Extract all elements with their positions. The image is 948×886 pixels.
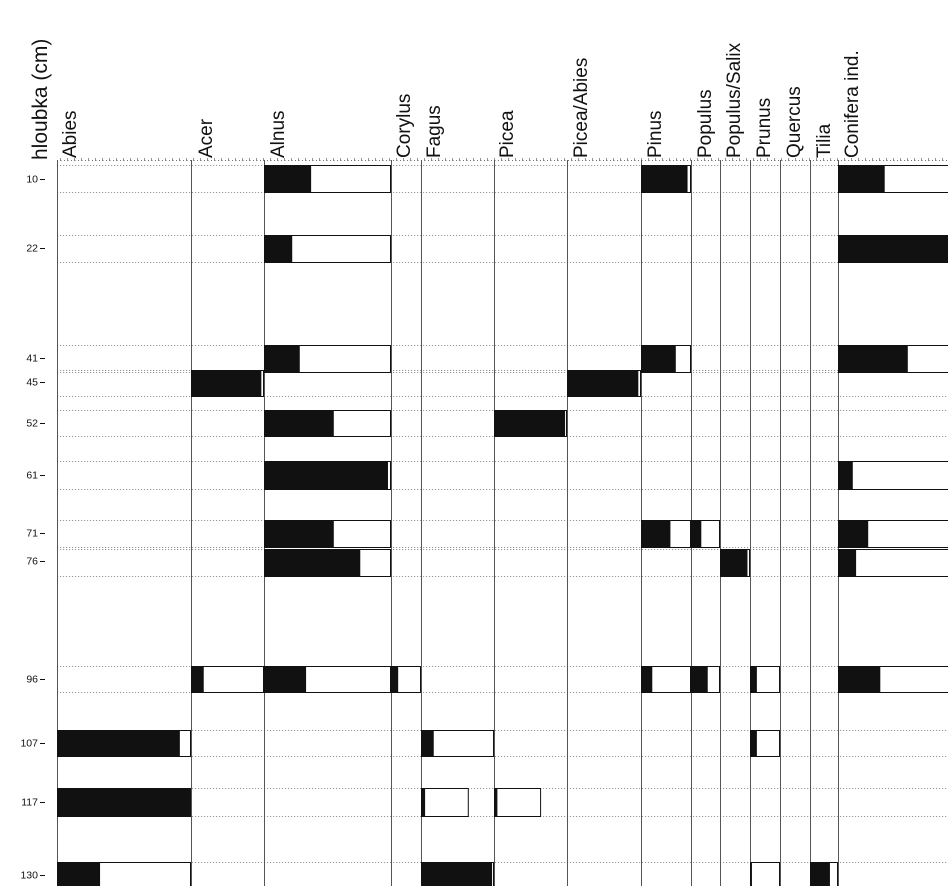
bar-fill bbox=[838, 165, 885, 193]
bar-fill bbox=[691, 520, 702, 548]
bar-fill bbox=[838, 520, 869, 548]
bar-fill bbox=[838, 345, 908, 373]
taxon-label: Fagus bbox=[424, 105, 445, 158]
bar-fill bbox=[264, 461, 388, 490]
bar-fill bbox=[720, 549, 748, 577]
depth-tick-label: 130 bbox=[20, 870, 38, 882]
y-axis-label: hloubka (cm) bbox=[29, 39, 52, 160]
bar-outline bbox=[421, 788, 469, 817]
taxon-label: Populus bbox=[695, 89, 716, 158]
depth-tick-label: 107 bbox=[20, 738, 38, 750]
bar-fill bbox=[391, 666, 399, 693]
bar-fill bbox=[57, 862, 101, 886]
taxon-label: Prunus bbox=[754, 98, 775, 158]
header-ticks bbox=[57, 158, 948, 161]
bar-fill bbox=[567, 370, 639, 397]
depth-axis: 10 22 41 45 52 61 71 76 96 107 117 130 bbox=[20, 174, 45, 882]
depth-tick-label: 71 bbox=[26, 528, 38, 540]
bars bbox=[57, 165, 948, 886]
taxon-label: Tilia bbox=[814, 123, 835, 158]
bar-fill bbox=[750, 730, 757, 757]
bar-fill bbox=[838, 666, 881, 693]
taxon-label: Pinus bbox=[645, 110, 666, 158]
bar-fill bbox=[494, 788, 498, 817]
taxon-label: Populus/Salix bbox=[724, 42, 745, 158]
depth-tick-label: 45 bbox=[26, 377, 38, 389]
depth-tick-label: 96 bbox=[26, 674, 38, 686]
bar-fill bbox=[641, 666, 653, 693]
taxon-label: Alnus bbox=[268, 110, 289, 158]
bar-fill bbox=[264, 165, 312, 193]
bar-fill bbox=[264, 410, 334, 437]
bar-fill bbox=[421, 862, 493, 886]
depth-tick-label: 76 bbox=[26, 556, 38, 568]
bar-fill bbox=[810, 862, 830, 886]
depth-tick-label: 41 bbox=[26, 353, 38, 365]
taxon-label: Picea/Abies bbox=[571, 58, 592, 158]
depth-tick-label: 52 bbox=[26, 418, 38, 430]
bar-fill bbox=[264, 549, 361, 577]
bar-fill bbox=[57, 730, 180, 757]
bar-fill bbox=[57, 788, 191, 817]
bar-fill bbox=[838, 461, 853, 490]
bar-fill bbox=[750, 666, 757, 693]
bar-fill bbox=[264, 666, 307, 693]
depth-tick-label: 117 bbox=[21, 797, 38, 809]
bar-fill bbox=[691, 666, 708, 693]
depth-tick-label: 61 bbox=[26, 470, 38, 482]
taxon-label: Conifera ind. bbox=[842, 50, 863, 158]
taxon-label: Picea bbox=[497, 110, 518, 158]
bar-fill bbox=[264, 520, 334, 548]
bar-fill bbox=[191, 666, 204, 693]
depth-tick-label: 10 bbox=[26, 174, 38, 186]
taxon-label: Quercus bbox=[784, 86, 805, 158]
bar-fill bbox=[421, 788, 426, 817]
bar-fill bbox=[191, 370, 262, 397]
taxon-axes bbox=[57, 160, 839, 886]
taxon-label: Acer bbox=[196, 118, 217, 158]
sample-gridlines bbox=[57, 165, 948, 863]
bar-fill bbox=[641, 345, 676, 373]
bar-fill bbox=[494, 410, 566, 437]
bar-outline bbox=[838, 461, 948, 490]
bar-fill bbox=[750, 862, 752, 886]
bar-outline bbox=[494, 788, 542, 817]
taxon-labels: Abies Acer Alnus Corylus Fagus Picea Picea/Abi… bbox=[60, 42, 863, 158]
bar-fill bbox=[421, 730, 434, 757]
bar-fill bbox=[264, 345, 300, 373]
taxon-label: Abies bbox=[60, 110, 81, 158]
bar-fill bbox=[264, 235, 293, 263]
taxon-label: Corylus bbox=[394, 94, 415, 158]
depth-tick-label: 22 bbox=[26, 243, 38, 255]
bar-fill bbox=[641, 520, 671, 548]
bar-outline bbox=[750, 862, 780, 886]
bar-fill bbox=[838, 235, 948, 263]
bar-fill bbox=[838, 549, 857, 577]
bar-fill bbox=[641, 165, 688, 193]
